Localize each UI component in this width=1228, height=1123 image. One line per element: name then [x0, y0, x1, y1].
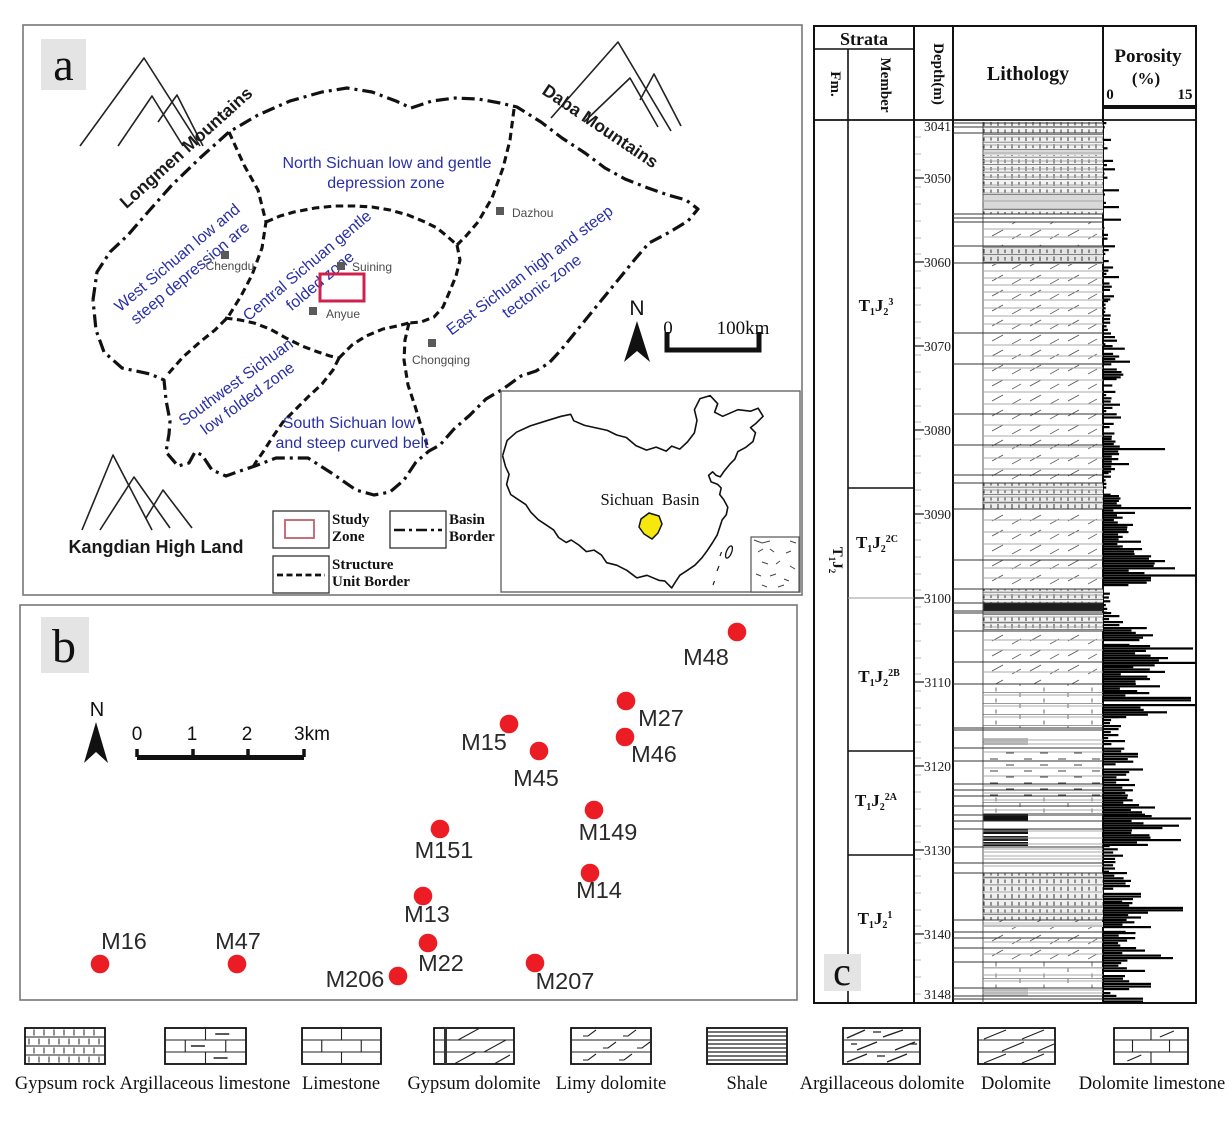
svg-text:Gypsum rock: Gypsum rock — [15, 1074, 116, 1094]
svg-text:M22: M22 — [418, 950, 464, 976]
svg-text:3060: 3060 — [924, 255, 951, 270]
svg-text:Dazhou: Dazhou — [512, 206, 553, 220]
svg-text:M14: M14 — [576, 877, 622, 903]
svg-text:M13: M13 — [404, 901, 450, 927]
svg-text:Zone: Zone — [332, 529, 365, 545]
svg-text:N: N — [90, 699, 104, 721]
svg-text:Chongqing: Chongqing — [412, 353, 470, 367]
svg-text:M16: M16 — [101, 928, 147, 954]
svg-text:M46: M46 — [631, 741, 677, 767]
svg-text:M45: M45 — [513, 765, 559, 791]
svg-text:Porosity: Porosity — [1114, 46, 1182, 67]
svg-text:2: 2 — [242, 724, 253, 745]
svg-text:Chengdu: Chengdu — [206, 259, 255, 273]
svg-text:Limestone: Limestone — [302, 1074, 380, 1094]
svg-text:Border: Border — [449, 529, 495, 545]
svg-text:15: 15 — [1178, 87, 1193, 103]
svg-text:0: 0 — [132, 724, 143, 745]
svg-text:M27: M27 — [638, 705, 684, 731]
svg-text:3050: 3050 — [924, 171, 951, 186]
svg-text:Fm.: Fm. — [827, 71, 843, 97]
svg-text:(%): (%) — [1132, 69, 1160, 88]
svg-text:T1J21: T1J21 — [858, 909, 893, 931]
svg-text:3100: 3100 — [924, 591, 951, 606]
svg-text:3041: 3041 — [924, 119, 951, 134]
svg-text:Anyue: Anyue — [326, 307, 360, 321]
svg-text:3070: 3070 — [924, 339, 951, 354]
svg-text:M206: M206 — [326, 966, 385, 992]
svg-text:depression zone: depression zone — [327, 175, 445, 192]
svg-text:North Sichuan low and gentle: North Sichuan low and gentle — [282, 155, 491, 172]
svg-text:3090: 3090 — [924, 507, 951, 522]
svg-text:Suining: Suining — [352, 260, 392, 274]
svg-text:Sichuan Basin: Sichuan Basin — [601, 490, 700, 509]
svg-text:3080: 3080 — [924, 423, 951, 438]
svg-text:Dolomite limestone: Dolomite limestone — [1079, 1074, 1225, 1094]
svg-text:South Sichuan low: South Sichuan low — [283, 415, 416, 432]
svg-text:Lithology: Lithology — [987, 63, 1069, 85]
svg-text:N: N — [629, 297, 644, 320]
svg-text:3140: 3140 — [924, 927, 951, 942]
svg-text:3110: 3110 — [925, 675, 952, 690]
svg-text:M207: M207 — [536, 968, 595, 994]
svg-text:c: c — [833, 949, 851, 994]
svg-text:Argillaceous limestone: Argillaceous limestone — [120, 1074, 291, 1094]
svg-text:M151: M151 — [415, 837, 474, 863]
svg-text:Structure: Structure — [332, 557, 394, 573]
svg-text:Unit Border: Unit Border — [332, 574, 410, 590]
svg-text:M149: M149 — [579, 819, 638, 845]
svg-text:T1J2: T1J2 — [827, 547, 845, 574]
svg-text:M15: M15 — [461, 729, 507, 755]
svg-text:b: b — [52, 620, 76, 673]
svg-text:1: 1 — [187, 724, 198, 745]
svg-text:M48: M48 — [683, 644, 729, 670]
svg-text:Basin: Basin — [449, 512, 486, 528]
svg-text:Shale: Shale — [726, 1074, 767, 1094]
svg-text:Depth(m): Depth(m) — [930, 43, 946, 105]
svg-text:and steep curved belt: and steep curved belt — [276, 435, 430, 452]
svg-text:3120: 3120 — [924, 759, 951, 774]
svg-text:Kangdian High Land: Kangdian High Land — [69, 537, 244, 557]
svg-text:3148: 3148 — [924, 987, 951, 1002]
svg-text:0: 0 — [663, 318, 673, 339]
svg-text:3130: 3130 — [924, 843, 951, 858]
svg-text:100km: 100km — [717, 318, 770, 339]
svg-text:T1J23: T1J23 — [859, 296, 894, 318]
svg-text:Gypsum dolomite: Gypsum dolomite — [407, 1074, 540, 1094]
svg-text:Argillaceous dolomite: Argillaceous dolomite — [800, 1074, 965, 1094]
svg-text:Member: Member — [877, 58, 893, 113]
svg-text:Limy dolomite: Limy dolomite — [556, 1074, 666, 1094]
svg-text:a: a — [53, 39, 73, 90]
svg-text:Study: Study — [332, 512, 370, 528]
svg-text:0: 0 — [1106, 87, 1114, 103]
svg-text:Dolomite: Dolomite — [981, 1074, 1051, 1094]
svg-text:Strata: Strata — [840, 29, 888, 49]
svg-text:M47: M47 — [215, 928, 261, 954]
svg-text:3km: 3km — [294, 724, 330, 745]
